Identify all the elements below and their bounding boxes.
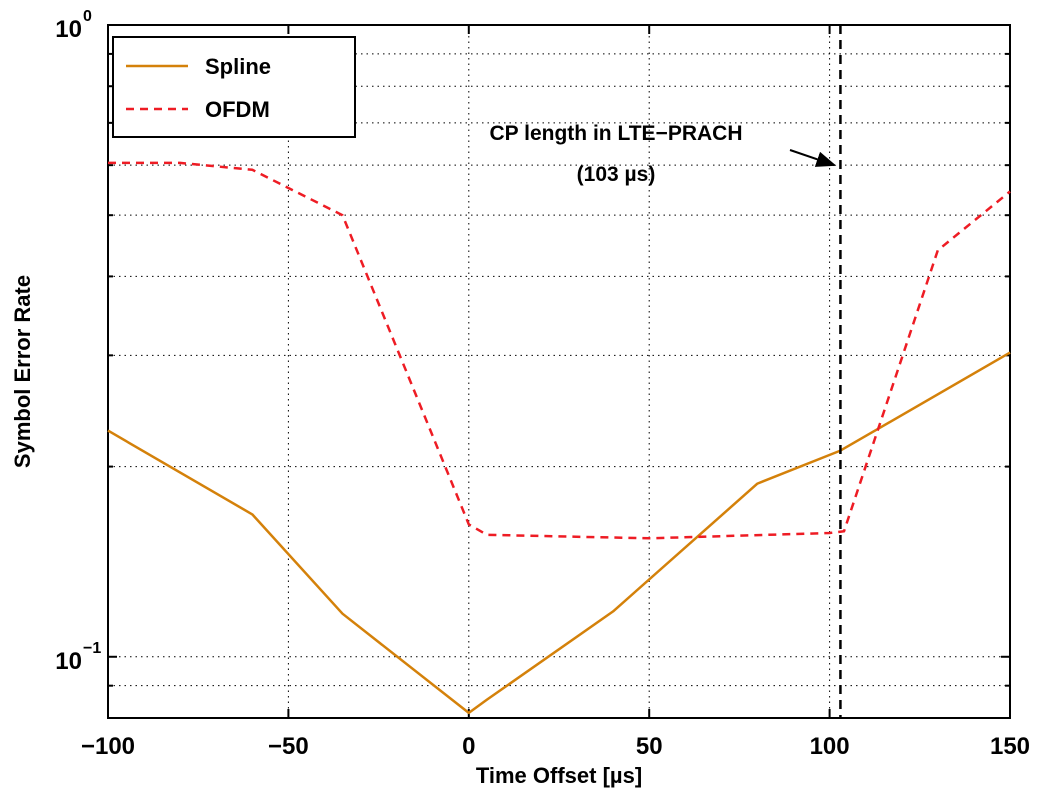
series-line-spline — [107, 351, 1011, 715]
legend-box — [112, 36, 356, 138]
annotation-text-line2: (103 µs) — [577, 163, 656, 186]
plot-frame — [107, 24, 1011, 719]
x-tick-label: 100 — [810, 733, 850, 760]
series-line-ofdm — [108, 161, 1011, 540]
x-tick-label: 50 — [636, 733, 663, 760]
x-tick-label: 0 — [462, 733, 475, 760]
annotation-text-line1: CP length in LTE−PRACH — [490, 122, 743, 145]
y-tick-label-exponent: 0 — [83, 8, 92, 25]
x-axis-label: Time Offset [µs] — [476, 763, 642, 788]
x-tick-label: −100 — [81, 733, 135, 760]
x-tick-label: 150 — [990, 733, 1030, 760]
y-axis-label: Symbol Error Rate — [10, 275, 35, 468]
grid-lines — [108, 25, 1010, 718]
x-tick-label: −50 — [268, 733, 309, 760]
y-tick-label-exponent: −1 — [83, 640, 101, 657]
axis-ticks — [107, 24, 1011, 719]
annotation-arrow — [789, 149, 837, 167]
y-tick-label: 10 — [55, 648, 82, 675]
x-tick-labels: −100 −50 0 50 100 150 — [81, 733, 1030, 760]
legend-label-spline: Spline — [205, 54, 271, 79]
y-tick-label: 10 — [55, 16, 82, 43]
legend-label-ofdm: OFDM — [205, 97, 270, 122]
series-layer — [107, 161, 1011, 715]
legend: Spline OFDM — [112, 36, 356, 138]
